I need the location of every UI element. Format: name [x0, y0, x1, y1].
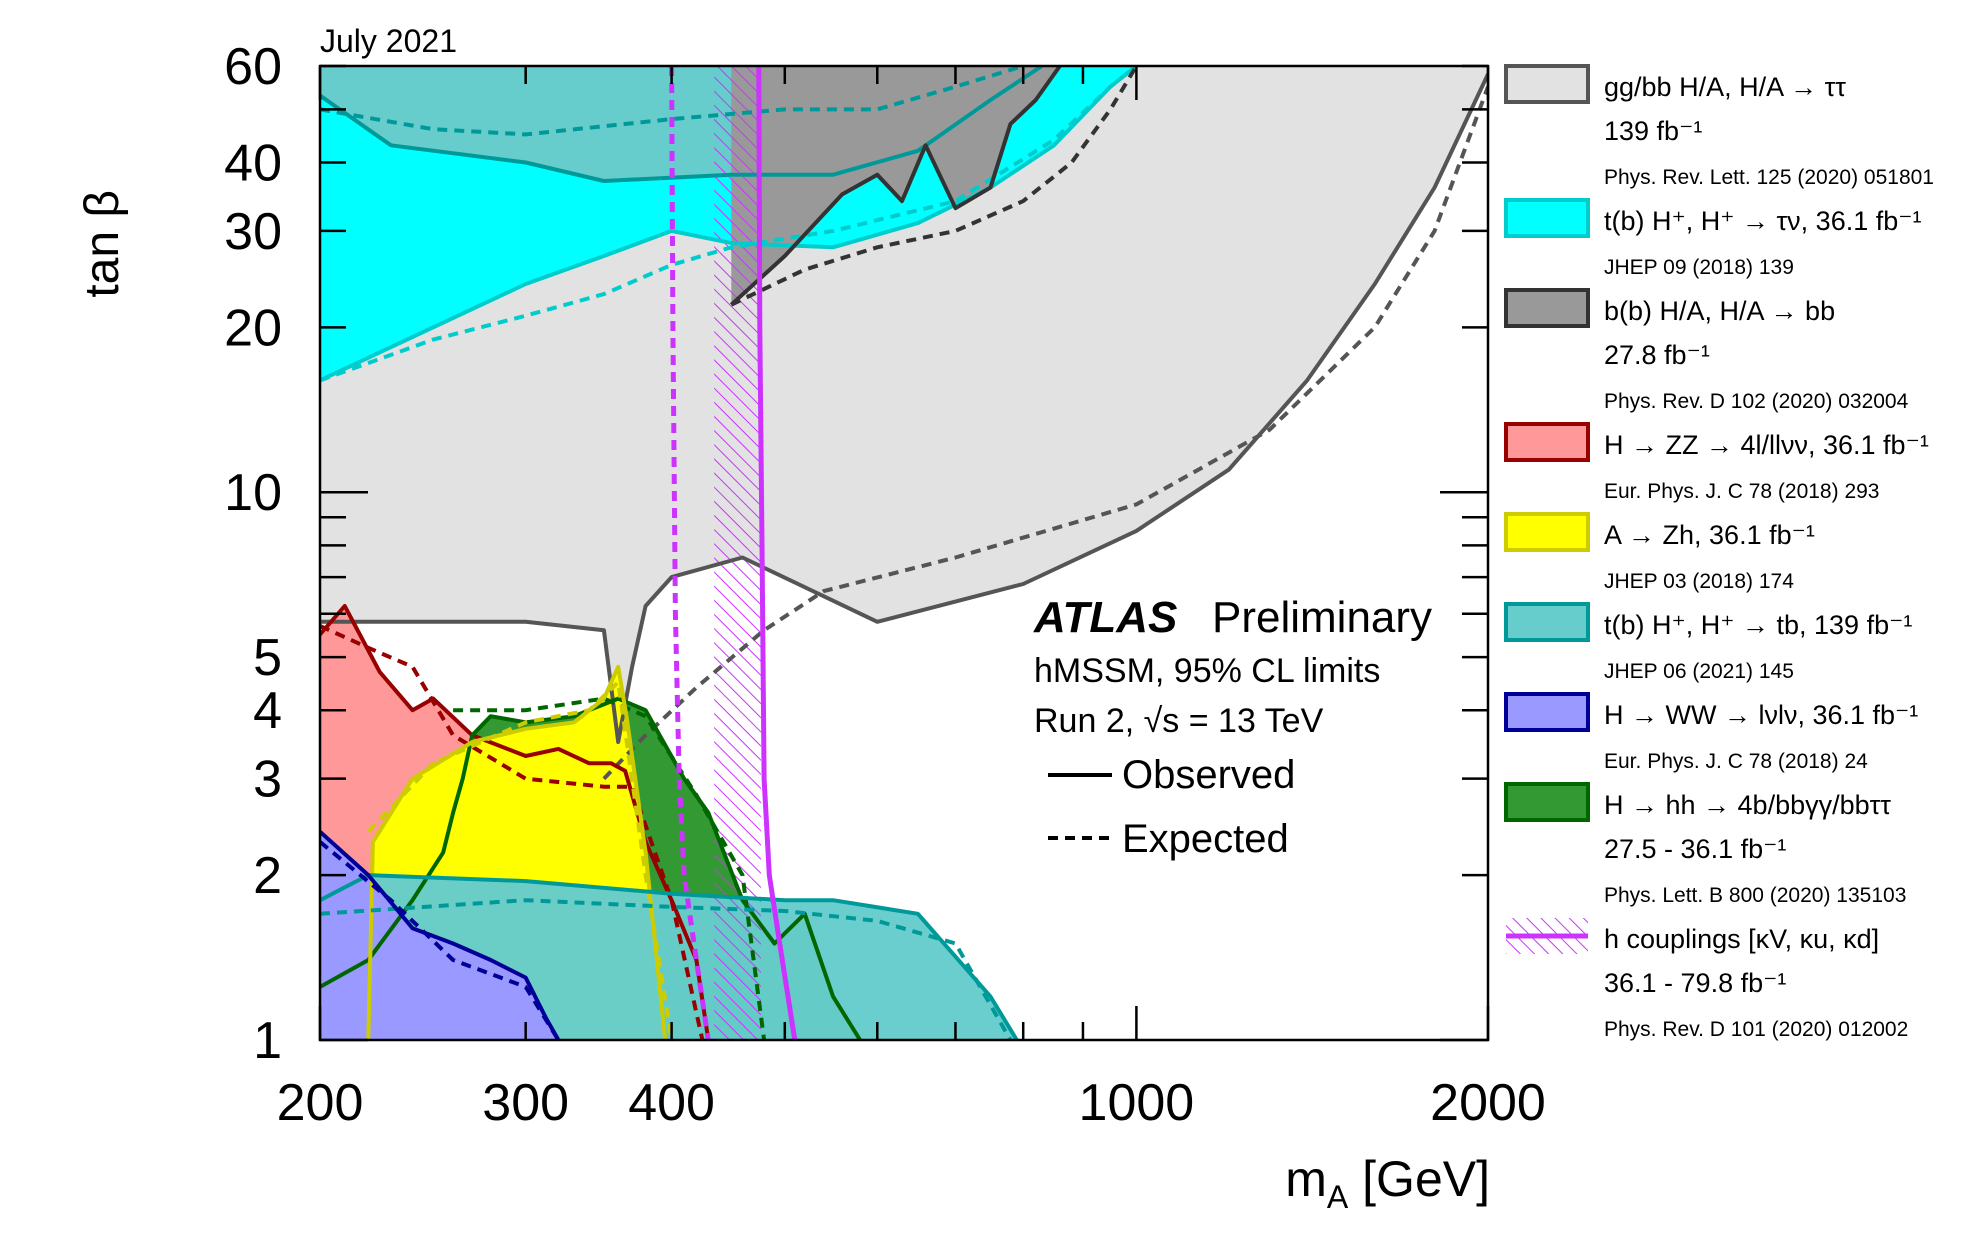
x-tick-label: 400: [628, 1074, 715, 1132]
plot-frame: [318, 64, 1490, 1042]
legend-reference: Phys. Lett. B 800 (2020) 135103: [1604, 884, 1906, 907]
curve-hww-expected: [320, 840, 561, 1040]
legend-swatch: [1504, 512, 1590, 552]
svg-text:mA [GeV]: mA [GeV]: [1285, 1151, 1490, 1215]
legend-lumi: 27.5 - 36.1 fb⁻¹: [1604, 834, 1786, 864]
legend-label: H → WW → lνlν, 36.1 fb⁻¹: [1604, 700, 1918, 730]
curve-hhh-expected: [453, 696, 767, 1040]
legend-reference: Phys. Rev. D 101 (2020) 012002: [1604, 1018, 1908, 1041]
legend-reference: JHEP 06 (2021) 145: [1604, 660, 1794, 683]
x-tick-label: 200: [277, 1074, 364, 1132]
y-tick-label: 60: [224, 38, 282, 96]
legend-reference: JHEP 03 (2018) 174: [1604, 570, 1794, 593]
y-tick-label: 20: [224, 299, 282, 357]
curve-hplus-taunu-observed: [320, 66, 1138, 383]
region-hcouplings-hatch: [714, 66, 761, 1040]
curve-hplus-tb-high-expected: [320, 66, 1024, 137]
curve-hcouplings-expected: [669, 66, 711, 1040]
curve-hplus-tb-low-expected: [320, 898, 1013, 1040]
legend-entry: t(b) H⁺, H⁺ → tb, 139 fb⁻¹ JHEP 06 (2021)…: [1504, 602, 1912, 683]
curve-hplus-taunu-expected: [320, 66, 1138, 383]
legend-entry: b(b) H/A, H/A → bb 27.8 fb⁻¹ Phys. Rev. D …: [1504, 288, 1909, 413]
x-tick-label: 1000: [1079, 1074, 1195, 1132]
legend-swatch: [1504, 422, 1590, 462]
legend-reference: Eur. Phys. J. C 78 (2018) 293: [1604, 480, 1879, 503]
y-tick-label: 4: [253, 682, 282, 740]
curve-azh-expected: [366, 680, 674, 1040]
curve-bbHA-observed: [729, 66, 1062, 307]
legend-entry: H → WW → lνlν, 36.1 fb⁻¹ Eur. Phys. J. C …: [1504, 692, 1918, 773]
exclusion-regions: [320, 66, 1488, 1040]
x-axis-title: mA [GeV]: [1285, 1151, 1490, 1215]
curve-htautau-observed: [320, 73, 1488, 744]
y-tick-label: 40: [224, 134, 282, 192]
legend-reference: Phys. Rev. Lett. 125 (2020) 051801: [1604, 166, 1934, 189]
legend-swatch: [1504, 692, 1590, 732]
legend-reference: Eur. Phys. J. C 78 (2018) 24: [1604, 750, 1868, 773]
legend-label: t(b) H⁺, H⁺ → τν, 36.1 fb⁻¹: [1604, 206, 1922, 236]
limit-curves: [320, 66, 1488, 1040]
curve-azh-observed: [366, 664, 668, 1040]
curve-hzz-expected: [320, 624, 705, 1040]
axis-ticks: 200 300 400 1000 2000 1 2 3 45 10 20 30 40 60: [224, 38, 1546, 1132]
legend-entry: A → Zh, 36.1 fb⁻¹ JHEP 03 (2018) 174: [1504, 512, 1815, 593]
observed-label: Observed: [1122, 753, 1295, 797]
curve-hplus-tb-high-observed: [320, 66, 1044, 183]
y-tick-label: 30: [224, 203, 282, 261]
legend-label: A → Zh, 36.1 fb⁻¹: [1604, 520, 1815, 550]
legend-label: b(b) H/A, H/A → bb: [1604, 296, 1835, 326]
legend-entry: H → ZZ → 4l/llνν, 36.1 fb⁻¹ Eur. Phys. J.…: [1504, 422, 1929, 503]
curve-hhh-observed: [320, 696, 862, 1040]
legend-label: H → ZZ → 4l/llνν, 36.1 fb⁻¹: [1604, 430, 1929, 460]
date-label: July 2021: [320, 23, 457, 59]
legend-entry: h couplings [κV, κu, κd] 36.1 - 79.8 fb⁻¹…: [1506, 918, 1908, 1041]
region-bbHA: [731, 66, 1060, 305]
curve-bbHA-expected: [730, 66, 1139, 307]
x-tick-label: 2000: [1430, 1074, 1546, 1132]
legend-lumi: 139 fb⁻¹: [1604, 116, 1702, 146]
curve-hplus-tb-low-observed: [320, 873, 1019, 1040]
y-tick-label: 1: [253, 1012, 282, 1070]
legend-swatch: [1504, 288, 1590, 328]
legend-label: gg/bb H/A, H/A → ττ: [1604, 72, 1846, 102]
preliminary-label: Preliminary: [1212, 593, 1432, 642]
atlas-label: ATLAS: [1033, 593, 1177, 642]
curve-hww-observed: [320, 830, 561, 1040]
legend-reference: Phys. Rev. D 102 (2020) 032004: [1604, 390, 1909, 413]
y-tick-label: 3: [253, 751, 282, 809]
y-tick-label: 10: [224, 464, 282, 522]
legend-swatch: [1504, 602, 1590, 642]
legend-label: h couplings [κV, κu, κd]: [1604, 924, 1879, 954]
hmssm-label: hMSSM, 95% CL limits: [1034, 652, 1380, 690]
legend-reference: JHEP 09 (2018) 139: [1604, 256, 1794, 279]
y-tick-label: 5: [253, 629, 282, 687]
legend-swatch: [1504, 782, 1590, 822]
legend-entry: H → hh → 4b/bbγγ/bbττ 27.5 - 36.1 fb⁻¹ Phy…: [1504, 782, 1906, 907]
expected-label: Expected: [1122, 817, 1289, 861]
legend-swatch: [1504, 198, 1590, 238]
x-tick-label: 300: [482, 1074, 569, 1132]
legend-swatch: [1504, 64, 1590, 104]
run2-label: Run 2, √s = 13 TeV: [1034, 702, 1324, 740]
curve-hzz-observed: [320, 604, 711, 1040]
curve-hcouplings-observed: [756, 66, 798, 1040]
legend-entry: gg/bb H/A, H/A → ττ 139 fb⁻¹ Phys. Rev. Le…: [1504, 64, 1934, 189]
region-hww: [320, 831, 559, 1040]
legend: gg/bb H/A, H/A → ττ 139 fb⁻¹ Phys. Rev. Le…: [1504, 64, 1934, 1041]
legend-lumi: 36.1 - 79.8 fb⁻¹: [1604, 968, 1786, 998]
legend-label: t(b) H⁺, H⁺ → tb, 139 fb⁻¹: [1604, 610, 1912, 640]
legend-entry: t(b) H⁺, H⁺ → τν, 36.1 fb⁻¹ JHEP 09 (2018…: [1504, 198, 1922, 279]
y-tick-label: 2: [253, 847, 282, 905]
legend-label: H → hh → 4b/bbγγ/bbττ: [1604, 790, 1891, 820]
atlas-annotation: ATLAS Preliminary hMSSM, 95% CL limits R…: [1033, 593, 1432, 861]
y-axis-title: tan β: [76, 190, 129, 298]
legend-lumi: 27.8 fb⁻¹: [1604, 340, 1710, 370]
